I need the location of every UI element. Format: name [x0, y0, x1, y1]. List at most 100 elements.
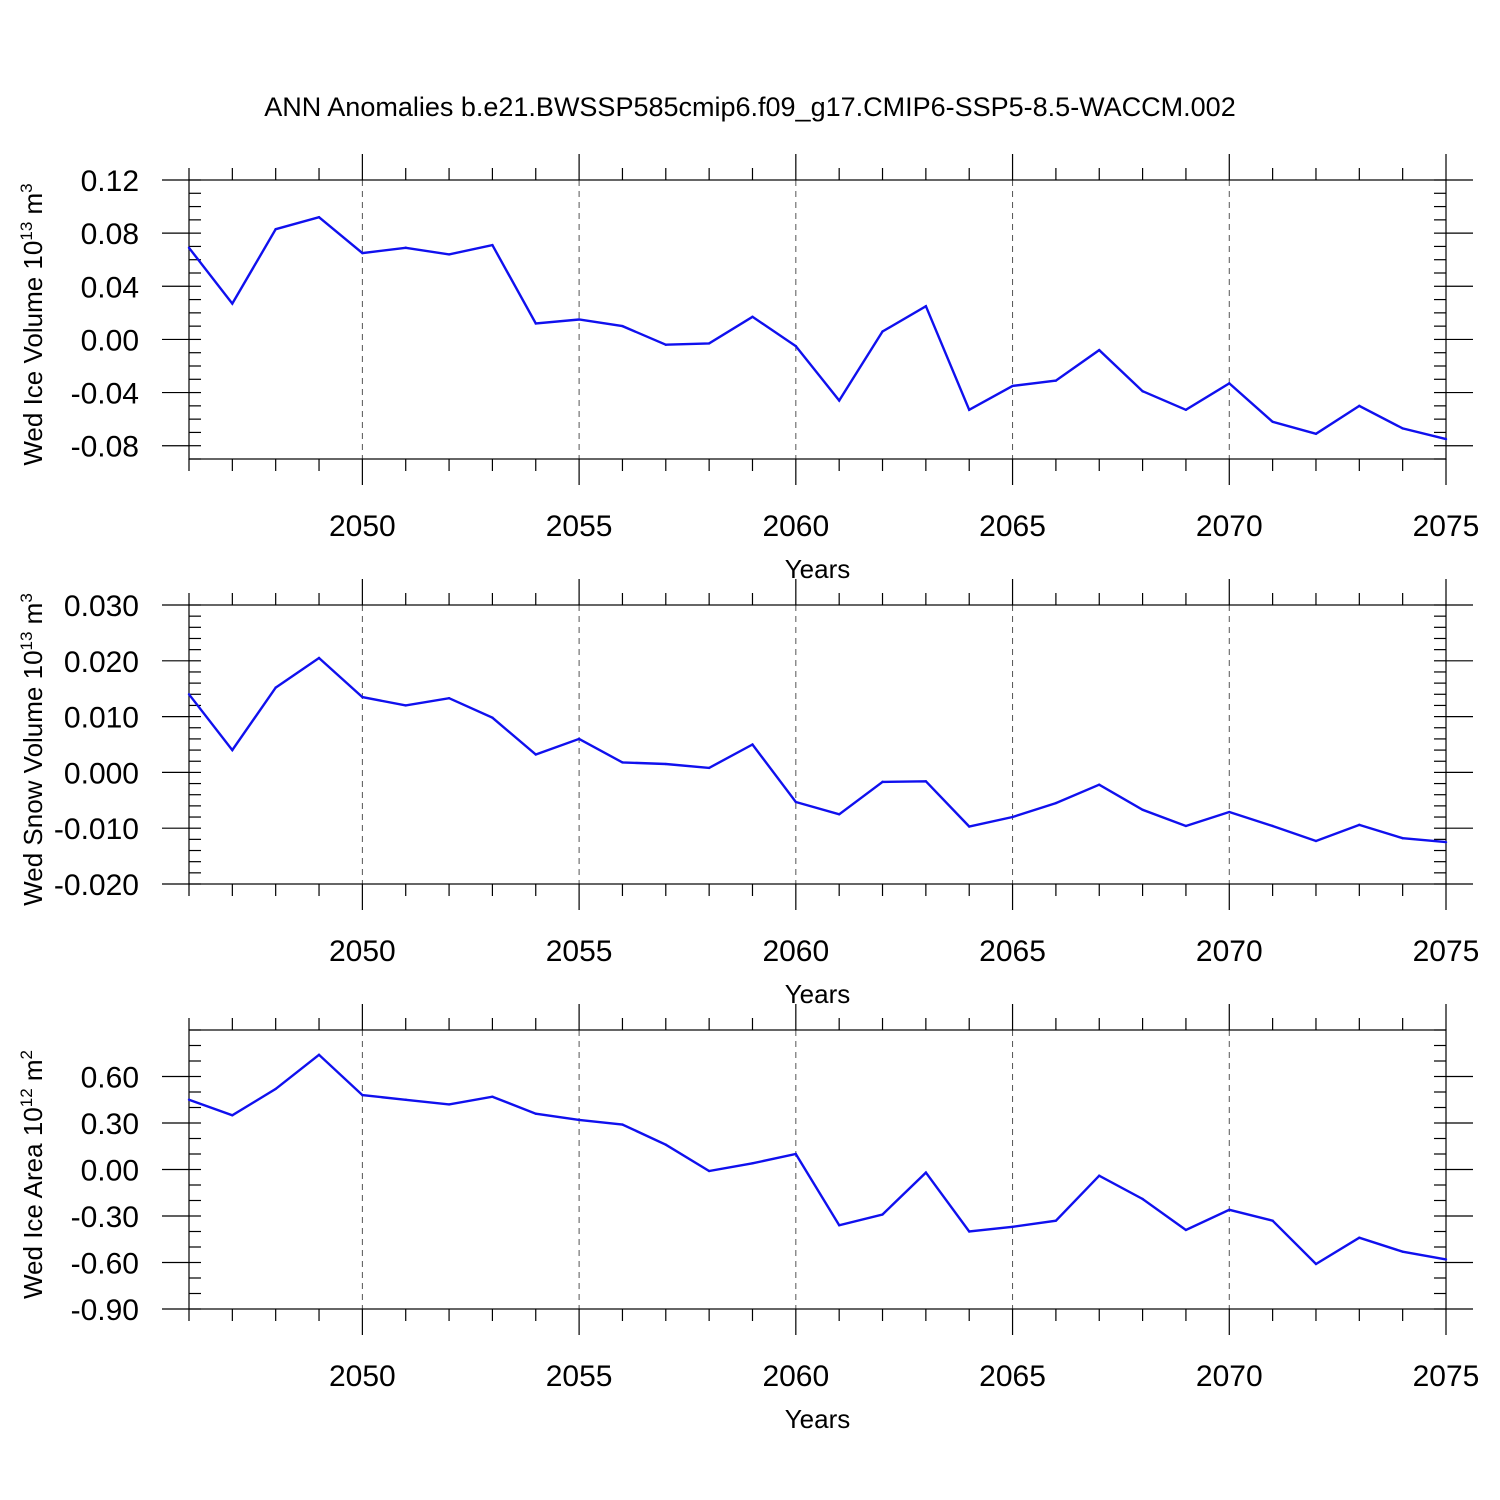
data-point-2056: [621, 324, 624, 328]
data-point-2066: [1054, 801, 1058, 805]
data-point-2065: [1011, 384, 1014, 388]
data-point-2061: [837, 399, 841, 402]
data-point-2060: [794, 800, 798, 804]
data-point-2069: [1184, 824, 1188, 828]
y-axis-label-superscript: 3: [17, 593, 36, 602]
data-point-2053: [491, 1095, 494, 1098]
data-point-2075: [1444, 840, 1448, 844]
data-point-2049: [317, 216, 321, 219]
y-axis-label-text: m: [18, 193, 48, 222]
data-point-2057: [664, 343, 667, 346]
x-tick-label-2055: 2055: [546, 935, 613, 968]
x-tick-label-2055: 2055: [546, 1360, 613, 1393]
data-point-2050: [361, 251, 364, 255]
data-point-2058: [707, 766, 711, 770]
series-line: [188, 656, 1447, 844]
data-point-2069: [1184, 1228, 1188, 1232]
data-point-2063: [924, 780, 928, 783]
x-tick-label-2060: 2060: [762, 935, 829, 968]
data-point-2069: [1184, 408, 1188, 412]
y-tick-label: 0.00: [81, 1155, 139, 1188]
x-tick-label-2060: 2060: [762, 510, 829, 543]
data-point-2075: [1444, 437, 1448, 441]
data-point-2066: [1054, 379, 1058, 382]
data-point-2057: [664, 1143, 667, 1146]
x-tick-label-2065: 2065: [979, 510, 1046, 543]
data-point-2065: [1011, 1225, 1014, 1229]
data-point-2061: [837, 1224, 841, 1227]
data-point-2056: [621, 761, 624, 764]
figure-title: ANN Anomalies b.e21.BWSSP585cmip6.f09_g1…: [264, 92, 1235, 122]
x-tick-label-2070: 2070: [1196, 1360, 1263, 1393]
x-tick-label-2075: 2075: [1413, 510, 1480, 543]
x-tick-label-2070: 2070: [1196, 935, 1263, 968]
data-point-2050: [361, 695, 364, 699]
data-point-2051: [404, 704, 407, 707]
data-point-2054: [534, 753, 537, 756]
x-tick-label-2050: 2050: [329, 510, 396, 543]
y-axis-label: Wed Snow Volume 1013 m3: [17, 593, 48, 906]
data-point-2053: [491, 716, 494, 719]
data-point-2072: [1314, 1262, 1318, 1266]
data-point-2047: [231, 302, 234, 305]
data-point-2064: [968, 1230, 971, 1233]
y-tick-label: 0.12: [81, 165, 139, 198]
y-axis-label: Wed Ice Area 1012 m2: [17, 1050, 48, 1299]
data-point-2073: [1358, 404, 1361, 408]
data-point-2073: [1358, 1236, 1361, 1239]
x-tick-label-2065: 2065: [979, 935, 1046, 968]
x-axis-label: Years: [785, 979, 851, 1009]
data-point-2047: [231, 1114, 234, 1117]
data-point-2058: [707, 1169, 711, 1173]
x-tick-label-2055: 2055: [546, 510, 613, 543]
y-tick-label: -0.30: [71, 1201, 139, 1234]
x-tick-label-2075: 2075: [1413, 1360, 1480, 1393]
y-tick-label: 0.030: [64, 590, 139, 623]
y-axis-label-superscript: 13: [17, 632, 36, 651]
x-tick-label-2075: 2075: [1413, 935, 1480, 968]
y-tick-label: 0.010: [64, 702, 139, 735]
y-tick-label: 0.08: [81, 218, 139, 251]
data-point-2060: [794, 1152, 798, 1156]
data-point-2068: [1141, 808, 1144, 811]
y-axis-label-text: Wed Ice Volume 10: [18, 241, 48, 466]
data-point-2074: [1401, 1250, 1404, 1253]
data-point-2061: [837, 813, 841, 816]
data-point-2055: [577, 1118, 581, 1122]
data-point-2047: [231, 748, 234, 752]
plot-frame: [188, 604, 1447, 885]
data-point-2057: [664, 762, 667, 766]
y-tick-label: 0.020: [64, 646, 139, 679]
data-point-2066: [1054, 1219, 1058, 1222]
y-tick-label: 0.60: [81, 1062, 139, 1095]
x-tick-label-2070: 2070: [1196, 510, 1263, 543]
data-point-2053: [491, 243, 494, 247]
data-point-2046: [187, 693, 191, 696]
data-point-2054: [534, 1112, 537, 1115]
data-point-2059: [751, 743, 754, 746]
data-point-2059: [751, 1162, 754, 1165]
data-point-2063: [924, 305, 928, 308]
y-axis-label-text: m: [18, 603, 48, 632]
y-tick-label: -0.60: [71, 1248, 139, 1281]
y-axis-label-text: m: [18, 1059, 48, 1088]
x-tick-label-2060: 2060: [762, 1360, 829, 1393]
x-axis-label: Years: [785, 1404, 851, 1434]
data-point-2052: [447, 1103, 451, 1106]
data-point-2074: [1401, 837, 1404, 840]
x-axis-label: Years: [785, 554, 851, 584]
data-point-2048: [274, 227, 277, 231]
data-point-2071: [1271, 1219, 1274, 1222]
y-axis-label-text: Wed Ice Area 10: [18, 1107, 48, 1299]
data-point-2055: [577, 318, 581, 321]
x-tick-label-2050: 2050: [329, 935, 396, 968]
data-point-2052: [447, 696, 451, 700]
y-tick-label: 0.000: [64, 757, 139, 790]
y-axis-label: Wed Ice Volume 1013 m3: [17, 183, 48, 465]
data-point-2051: [404, 246, 407, 249]
chart-panel-3: 0.60 0.30 0.00 -0.30 -0.60 -0.90 2050 2055 2060 2…: [17, 1004, 1479, 1434]
data-point-2051: [404, 1098, 407, 1101]
chart-panel-1: 0.12 0.08 0.04 0.00 -0.04 -0.08 2050 2055 2060 20…: [17, 154, 1479, 584]
data-point-2070: [1228, 1208, 1231, 1212]
